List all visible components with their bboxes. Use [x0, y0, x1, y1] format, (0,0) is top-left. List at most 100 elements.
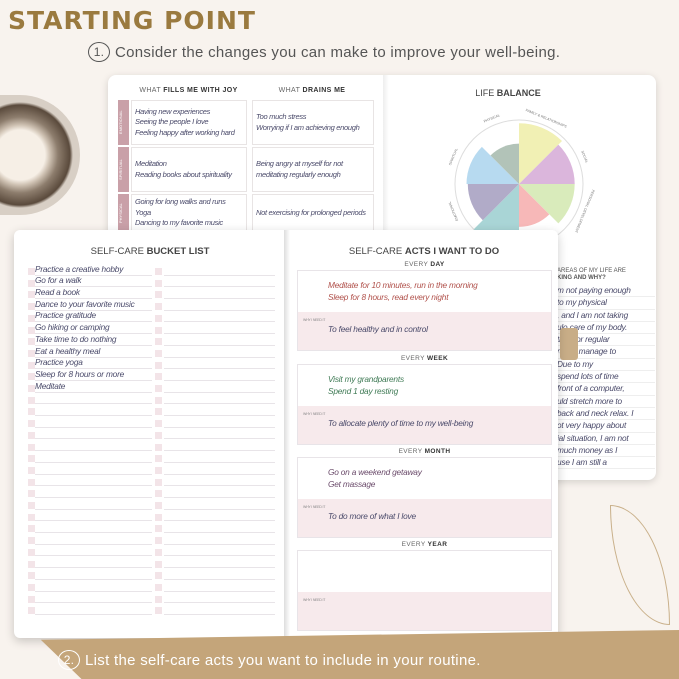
checkbox[interactable] — [28, 396, 35, 404]
frequency-label: EVERY DAY — [297, 261, 552, 268]
checkbox[interactable] — [155, 396, 162, 404]
checkbox[interactable] — [155, 291, 162, 299]
bucket-line — [164, 545, 275, 557]
life-balance-title: LIFE BALANCE — [475, 88, 541, 98]
acts-field[interactable]: Meditate for 10 minutes, run in the morn… — [298, 271, 551, 312]
acts-field[interactable] — [298, 551, 551, 592]
checkbox[interactable] — [28, 361, 35, 369]
checkbox[interactable] — [28, 431, 35, 439]
handwritten-line: Due to my — [557, 359, 655, 372]
acts-field[interactable]: Go on a weekend getaway Get massage — [298, 458, 551, 499]
row-label: SPIRITUAL — [118, 147, 129, 192]
checkbox[interactable] — [28, 455, 35, 463]
checkbox[interactable] — [155, 560, 162, 568]
checkbox[interactable] — [28, 490, 35, 498]
checkbox[interactable] — [155, 513, 162, 521]
bucket-line — [164, 334, 275, 346]
frequency-label: EVERY MONTH — [297, 448, 552, 455]
checkbox[interactable] — [155, 349, 162, 357]
checkbox[interactable] — [155, 279, 162, 287]
bucket-item — [35, 475, 152, 487]
bucket-item — [35, 463, 152, 475]
checkbox[interactable] — [28, 291, 35, 299]
checkbox[interactable] — [155, 607, 162, 615]
checkbox[interactable] — [28, 466, 35, 474]
bucket-item — [35, 451, 152, 463]
label-bold: YEAR — [427, 541, 448, 548]
checkbox[interactable] — [155, 583, 162, 591]
checkbox[interactable] — [28, 583, 35, 591]
checkbox[interactable] — [28, 385, 35, 392]
why-field[interactable]: WHY I NEED IT — [298, 592, 551, 630]
why-text: To do more of what I love — [328, 511, 416, 521]
checkbox[interactable] — [155, 548, 162, 556]
checkbox[interactable] — [28, 349, 35, 357]
checkbox[interactable] — [155, 537, 162, 545]
checkbox[interactable] — [28, 420, 35, 428]
label-bold: WEEK — [426, 355, 449, 362]
checkbox[interactable] — [28, 537, 35, 545]
checkbox[interactable] — [28, 268, 35, 275]
acts-field[interactable]: Visit my grandparents Spend 1 day resting — [298, 365, 551, 406]
checkbox[interactable] — [155, 595, 162, 603]
label-pre: EVERY — [398, 448, 425, 455]
bucket-line — [164, 428, 275, 440]
checkbox[interactable] — [155, 431, 162, 439]
why-field[interactable]: WHY I NEED IT To feel healthy and in cont… — [298, 312, 551, 350]
checkbox[interactable] — [155, 268, 162, 275]
answer-text: m not paying enough to my physical, and I… — [557, 285, 655, 470]
handwritten-line: time for regular — [557, 334, 655, 347]
checkbox[interactable] — [155, 466, 162, 474]
bucket-line — [164, 440, 275, 452]
drain-cell: Too much stress Worrying if I am achievin… — [252, 100, 374, 145]
checkbox[interactable] — [28, 408, 35, 416]
handwritten-line: front of a computer, — [557, 383, 655, 396]
checkbox[interactable] — [155, 572, 162, 580]
candle-image — [0, 95, 80, 215]
checkbox[interactable] — [28, 502, 35, 509]
checkbox[interactable] — [155, 314, 162, 322]
checkbox[interactable] — [28, 607, 35, 615]
checkbox[interactable] — [28, 560, 35, 568]
step-text: Consider the changes you can make to imp… — [115, 43, 561, 61]
checkbox[interactable] — [28, 279, 35, 287]
checkbox[interactable] — [28, 478, 35, 486]
checkbox[interactable] — [155, 502, 162, 509]
bucket-line — [164, 369, 275, 381]
checkbox[interactable] — [155, 361, 162, 369]
bookmark-tab[interactable] — [560, 328, 578, 360]
checkbox[interactable] — [28, 572, 35, 580]
checkbox[interactable] — [155, 525, 162, 533]
checkbox[interactable] — [155, 338, 162, 346]
checkbox[interactable] — [155, 385, 162, 392]
checkbox[interactable] — [155, 443, 162, 451]
checkbox[interactable] — [28, 338, 35, 346]
checkbox[interactable] — [28, 513, 35, 521]
checkbox[interactable] — [155, 303, 162, 311]
checkbox[interactable] — [28, 443, 35, 451]
checkbox[interactable] — [28, 548, 35, 556]
why-field[interactable]: WHY I NEED IT To do more of what I love — [298, 499, 551, 537]
checkbox[interactable] — [28, 314, 35, 322]
checkbox[interactable] — [155, 326, 162, 334]
checkbox[interactable] — [28, 303, 35, 311]
bucket-line — [164, 533, 275, 545]
checkbox[interactable] — [155, 408, 162, 416]
bucket-line — [164, 498, 275, 510]
handwritten-line: Yoga — [135, 207, 151, 217]
checkbox[interactable] — [155, 455, 162, 463]
checkbox[interactable] — [28, 525, 35, 533]
bucket-line — [164, 276, 275, 288]
frequency-label: EVERY YEAR — [297, 541, 552, 548]
checkbox[interactable] — [28, 326, 35, 334]
checkbox[interactable] — [155, 373, 162, 381]
checkbox[interactable] — [28, 595, 35, 603]
bucket-item: Dance to your favorite music — [35, 299, 152, 311]
checkbox[interactable] — [155, 490, 162, 498]
checkbox[interactable] — [155, 478, 162, 486]
checkbox[interactable] — [155, 420, 162, 428]
handwritten-line: m not paying enough — [557, 285, 655, 298]
handwritten-line: to my physical — [557, 297, 655, 310]
why-field[interactable]: WHY I NEED IT To allocate plenty of time … — [298, 406, 551, 444]
checkbox[interactable] — [28, 373, 35, 381]
